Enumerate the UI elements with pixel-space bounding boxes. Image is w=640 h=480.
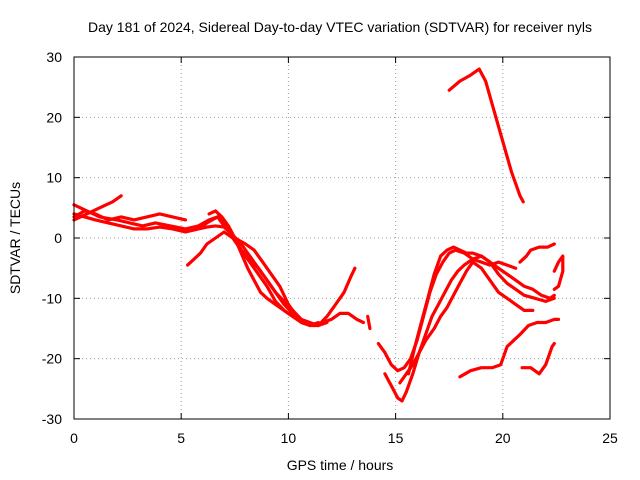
data-series-s11 <box>398 260 535 385</box>
data-series-s14 <box>458 317 561 379</box>
x-tick-label: 0 <box>70 430 78 446</box>
x-tick-label: 5 <box>177 430 185 446</box>
grid-layer <box>74 57 610 419</box>
data-series-s12 <box>406 245 556 376</box>
y-tick-label: 20 <box>46 109 62 125</box>
data-series-s3 <box>72 194 123 222</box>
data-series-s6 <box>196 224 329 328</box>
tick-layer: 0 5 10 15 20 25 -30 -20 -10 0 10 20 30 <box>42 49 618 446</box>
y-tick-label: 30 <box>46 49 62 65</box>
data-series-s4 <box>72 209 188 222</box>
chart-title: Day 181 of 2024, Sidereal Day-to-day VTE… <box>88 19 592 35</box>
data-series-s7 <box>207 209 295 318</box>
data-series-s17 <box>552 254 565 291</box>
x-axis-label: GPS time / hours <box>287 457 394 473</box>
x-tick-label: 20 <box>495 430 511 446</box>
data-series-s5 <box>186 230 320 328</box>
y-axis-label: SDTVAR / TECUs <box>7 182 23 294</box>
x-tick-label: 10 <box>281 430 297 446</box>
series-layer <box>72 67 565 403</box>
data-series-s15 <box>518 242 556 264</box>
data-series-s10 <box>383 254 556 403</box>
x-tick-label: 25 <box>602 430 618 446</box>
y-tick-label: 0 <box>54 230 62 246</box>
data-series-s8 <box>366 314 372 331</box>
data-series-s13 <box>447 67 525 204</box>
y-tick-label: -20 <box>42 351 62 367</box>
y-tick-label: 10 <box>46 170 62 186</box>
y-tick-label: -30 <box>42 411 62 427</box>
data-series-s16 <box>520 342 556 376</box>
data-series-s9 <box>376 248 518 373</box>
y-tick-label: -10 <box>42 290 62 306</box>
x-tick-label: 15 <box>388 430 404 446</box>
